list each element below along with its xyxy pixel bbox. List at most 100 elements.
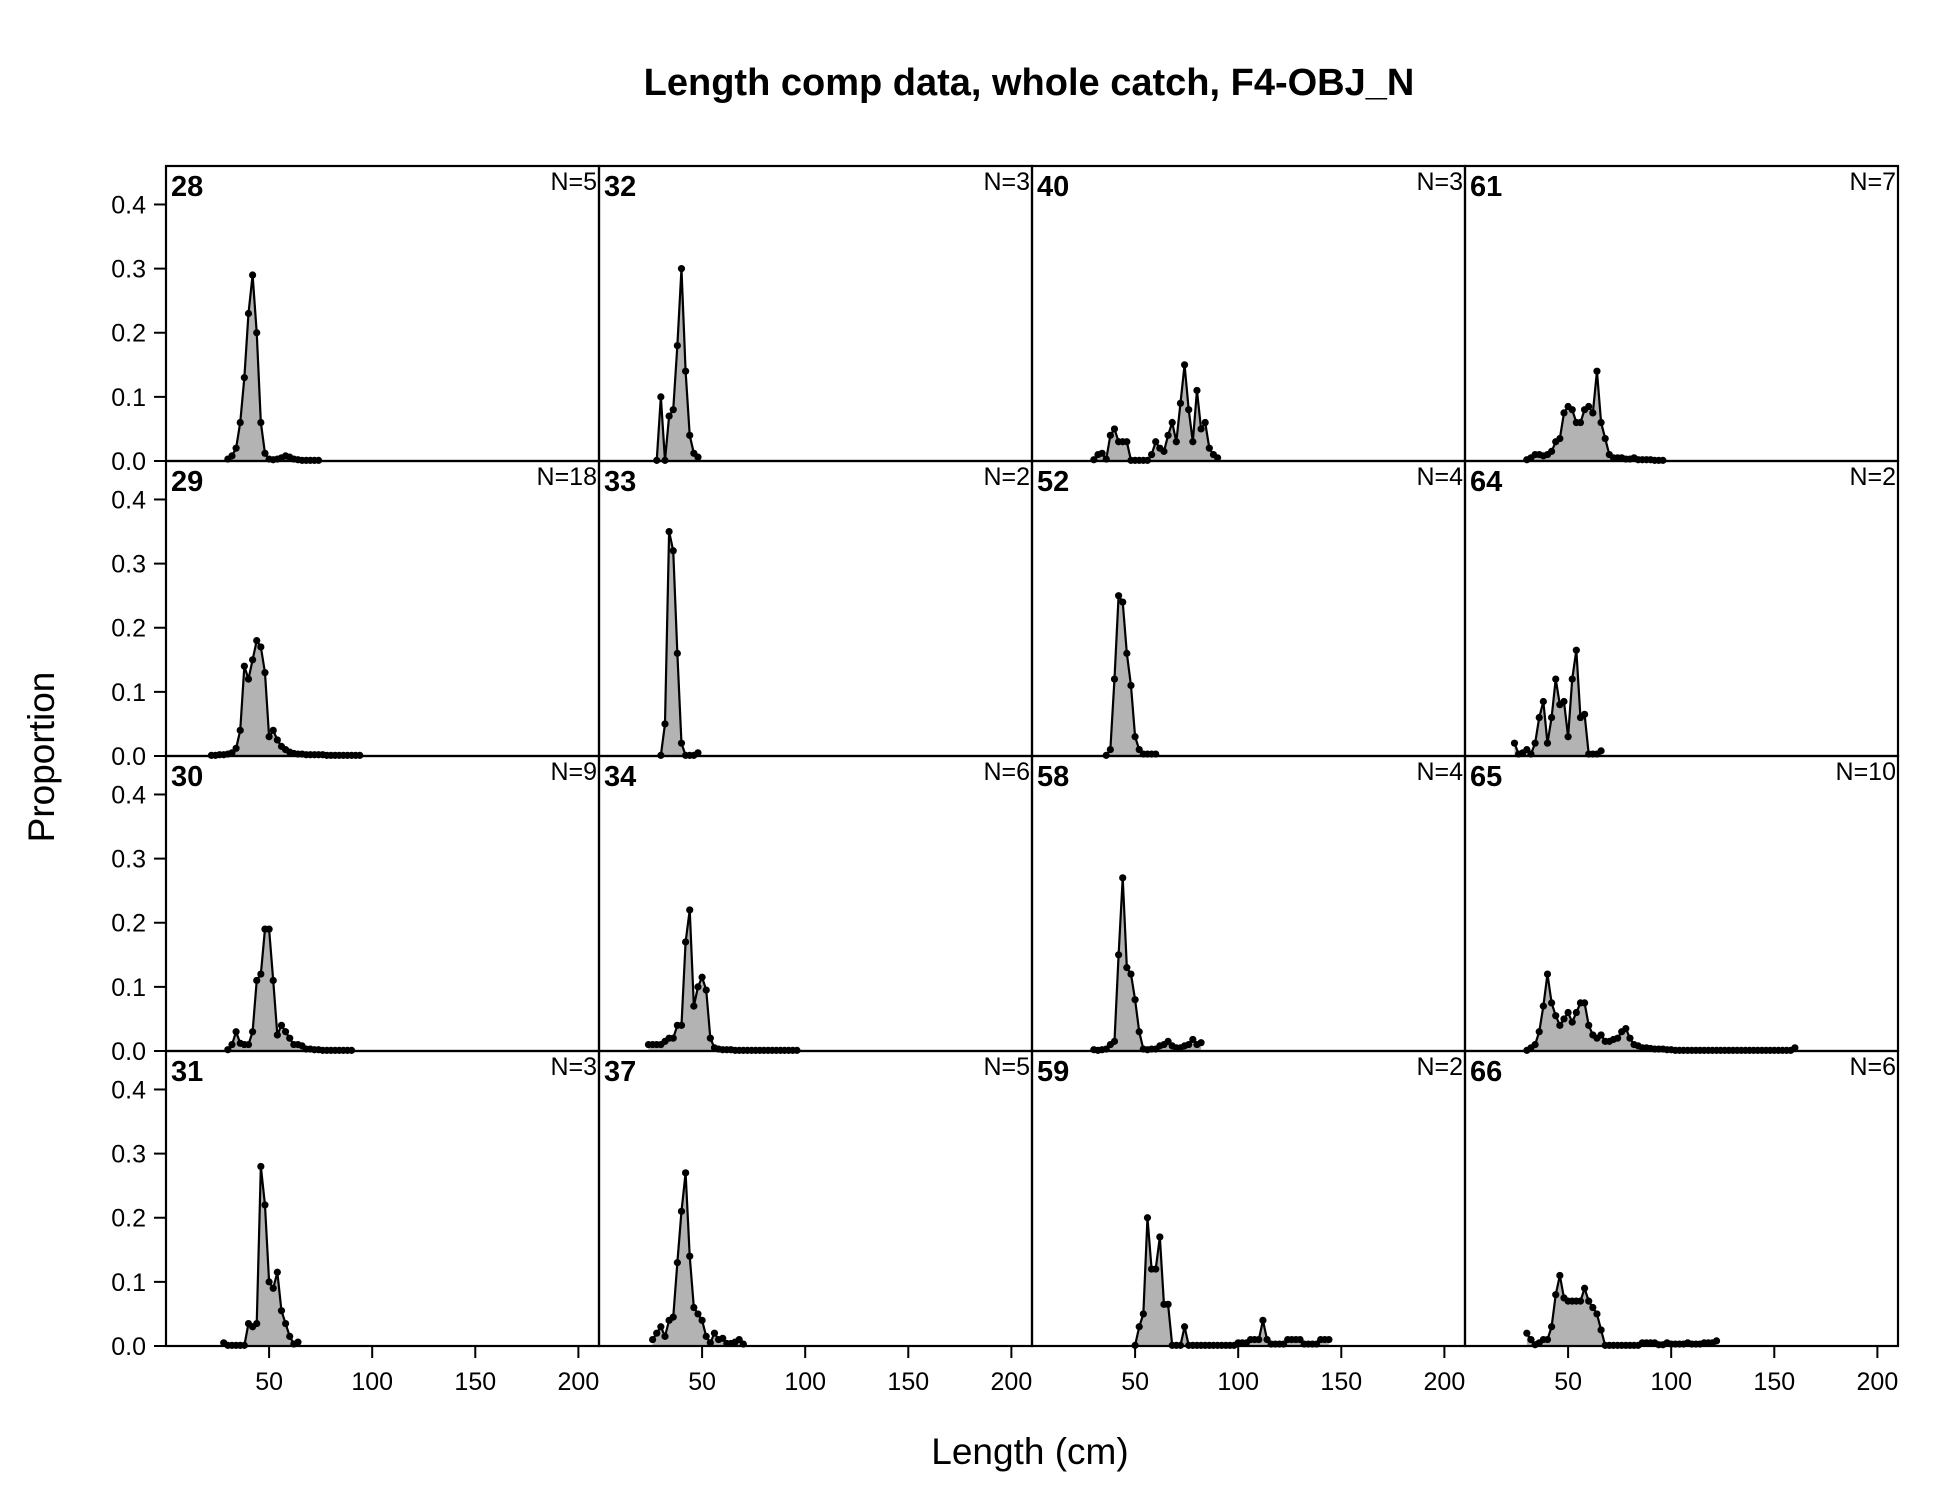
panel-frame	[1030, 1049, 1467, 1348]
panel-34: 34 N=6	[597, 754, 1034, 1054]
y-tick-label: 0.3	[111, 1141, 146, 1169]
data-point	[1589, 409, 1597, 417]
panel-label: 34	[604, 761, 636, 793]
data-point	[1712, 1337, 1721, 1345]
data-point	[261, 449, 269, 457]
data-point	[1201, 418, 1209, 427]
data-point	[1576, 1297, 1585, 1305]
x-tick-label: 100	[784, 1368, 826, 1396]
data-point	[1523, 1329, 1531, 1337]
data-point	[269, 1284, 277, 1292]
data-point	[244, 309, 253, 318]
data-point	[1622, 1024, 1630, 1033]
distribution-fill	[1135, 1217, 1329, 1346]
data-point	[710, 1329, 719, 1337]
data-point	[269, 726, 277, 734]
data-point	[265, 1278, 273, 1286]
y-tick-label: 0.4	[111, 191, 146, 219]
data-point	[1539, 1002, 1547, 1010]
data-point	[1552, 1012, 1560, 1020]
x-tick-label: 150	[1320, 1368, 1362, 1396]
data-point	[1556, 434, 1564, 443]
data-point	[277, 1307, 286, 1315]
data-point	[1325, 1335, 1333, 1344]
panel-65: 65 N=10	[1463, 754, 1900, 1054]
data-point	[1152, 438, 1160, 446]
panel-label: 37	[604, 1056, 636, 1088]
y-tick-label: 0.3	[111, 846, 146, 874]
sample-size-label: N=4	[1416, 463, 1463, 491]
data-point	[1791, 1044, 1799, 1052]
distribution-fill	[648, 909, 797, 1051]
data-point	[1205, 444, 1213, 452]
data-point	[232, 1028, 240, 1036]
data-point	[1152, 1265, 1160, 1273]
x-tick-label: 200	[1857, 1368, 1899, 1396]
y-tick-label: 0.4	[111, 1076, 146, 1104]
distribution-fill	[1093, 877, 1202, 1051]
y-tick-label: 0.4	[111, 486, 146, 514]
data-point	[657, 1323, 665, 1331]
y-tick-label: 0.0	[111, 448, 146, 476]
data-point	[1535, 1028, 1543, 1036]
panel-frame	[1030, 754, 1467, 1053]
data-point	[1543, 1335, 1552, 1344]
data-point	[1560, 1015, 1568, 1023]
sample-size-label: N=9	[550, 758, 597, 786]
data-point	[1197, 1039, 1205, 1047]
distribution-fill	[1526, 1275, 1717, 1346]
data-point	[1131, 733, 1139, 741]
sample-size-label: N=3	[1416, 168, 1463, 196]
data-point	[1543, 970, 1552, 978]
data-point	[286, 1332, 294, 1340]
data-point	[1601, 434, 1609, 443]
data-point	[1106, 745, 1114, 754]
data-point	[1531, 1040, 1539, 1049]
y-tick-label: 0.4	[111, 781, 146, 809]
data-point	[1556, 1021, 1564, 1029]
data-point	[1568, 406, 1576, 414]
data-point	[1510, 739, 1519, 747]
data-point	[706, 1034, 714, 1042]
panel-frame	[1463, 164, 1900, 463]
distribution-fill	[660, 531, 698, 756]
data-point	[694, 983, 702, 991]
panel-58: 58 N=4	[1030, 754, 1467, 1054]
panel-label: 58	[1037, 761, 1069, 793]
data-point	[1193, 386, 1201, 395]
y-tick-label: 0.1	[111, 1269, 146, 1297]
sample-size-label: N=7	[1849, 168, 1896, 196]
panels-layer: 28 N=5 0.0 0.1 0.2 0.3 0.4 29 N=18 0.0 0.1 0.2 0.3 0.…	[111, 164, 1900, 1396]
data-point	[1580, 1284, 1589, 1292]
data-point	[669, 1313, 677, 1321]
data-point	[673, 649, 681, 657]
y-tick-label: 0.3	[111, 256, 146, 284]
data-point	[1597, 747, 1605, 755]
distribution-line	[211, 637, 360, 757]
data-point	[1593, 367, 1601, 375]
data-point	[673, 1259, 681, 1267]
data-point	[702, 1332, 710, 1340]
data-point	[273, 736, 281, 744]
data-point	[677, 1021, 686, 1029]
data-point	[1572, 646, 1580, 654]
data-point	[269, 976, 277, 985]
distribution-line	[1093, 877, 1202, 1052]
data-point	[1098, 449, 1106, 457]
data-point	[1115, 592, 1123, 600]
panel-40: 40 N=3	[1030, 164, 1467, 464]
data-point	[694, 453, 702, 461]
panel-label: 28	[171, 171, 203, 203]
data-point	[1127, 970, 1135, 978]
y-tick-label: 0.0	[111, 1333, 146, 1361]
data-point	[257, 970, 265, 978]
x-tick-label: 150	[1753, 1368, 1795, 1396]
panel-frame	[1463, 459, 1900, 758]
data-point	[686, 1252, 694, 1260]
data-point	[1110, 675, 1119, 683]
y-tick-label: 0.1	[111, 384, 146, 412]
panel-frame	[1030, 459, 1467, 758]
sample-size-label: N=6	[1849, 1053, 1896, 1081]
data-point	[1160, 447, 1168, 455]
data-point	[1572, 1008, 1580, 1017]
